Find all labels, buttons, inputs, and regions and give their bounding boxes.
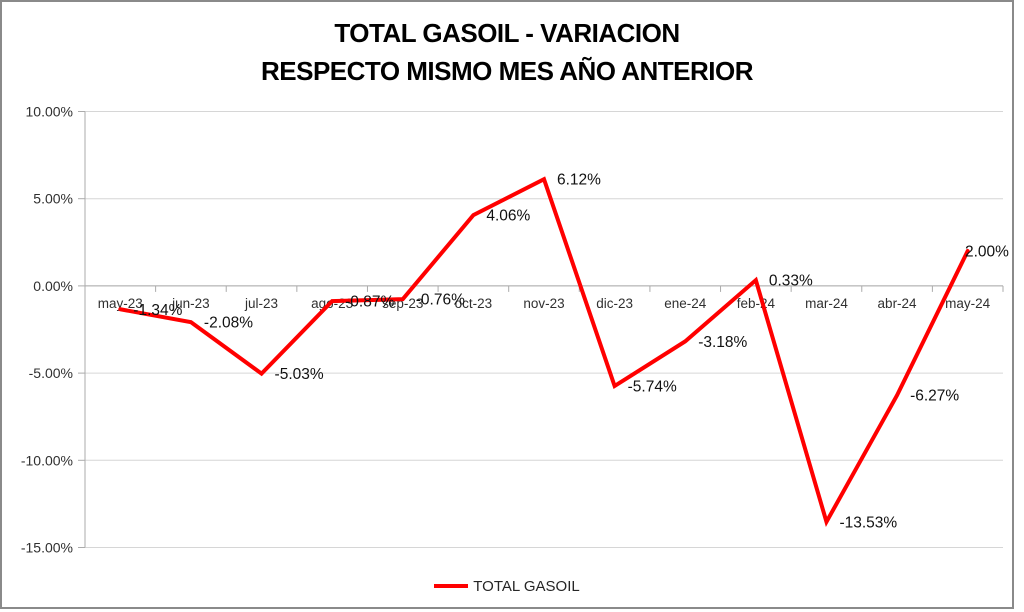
data-label: -13.53% [839, 514, 897, 531]
x-axis-label: dic-23 [596, 296, 633, 311]
data-label: 0.33% [769, 273, 813, 290]
data-label: -1.34% [133, 302, 182, 319]
legend-line-swatch [434, 584, 469, 588]
data-label: -6.27% [910, 388, 959, 405]
y-axis-label: 0.00% [33, 278, 73, 294]
data-label: -0.87% [345, 294, 394, 311]
chart-title-line1: TOTAL GASOIL - VARIACION [334, 18, 680, 48]
y-axis-label: -10.00% [21, 452, 73, 468]
y-axis-label: 10.00% [26, 104, 73, 120]
x-axis-label: may-24 [945, 296, 991, 311]
x-axis-label: nov-23 [523, 296, 564, 311]
x-axis-label: ene-24 [664, 296, 707, 311]
y-axis-label: -15.00% [21, 540, 73, 556]
x-axis-label: feb-24 [737, 296, 776, 311]
data-label: -5.74% [628, 379, 677, 396]
series-line-total-gasoil [118, 176, 970, 528]
data-label: -5.03% [275, 366, 324, 383]
data-label: 4.06% [486, 208, 530, 225]
data-label: -0.76% [416, 292, 465, 309]
chart-title-line2: RESPECTO MISMO MES AÑO ANTERIOR [260, 56, 754, 86]
data-label: -3.18% [698, 334, 747, 351]
y-axis-label: 5.00% [33, 191, 73, 207]
chart-title: TOTAL GASOIL - VARIACION RESPECTO MISMO … [0, 14, 1014, 90]
data-label: -2.08% [204, 315, 253, 332]
x-axis-label: abr-24 [878, 296, 918, 311]
chart-legend: TOTAL GASOIL [0, 576, 1014, 596]
data-label: 2.00% [965, 244, 1009, 261]
y-axis-label: -5.00% [29, 365, 73, 381]
x-axis-label: mar-24 [805, 296, 848, 311]
x-axis-label: jun-23 [171, 296, 210, 311]
x-axis-label: jul-23 [244, 296, 278, 311]
x-axis-label: oct-23 [455, 296, 493, 311]
legend-series-label: TOTAL GASOIL [473, 577, 580, 595]
x-axis-label: may-23 [98, 296, 143, 311]
data-label: 6.12% [557, 172, 601, 189]
